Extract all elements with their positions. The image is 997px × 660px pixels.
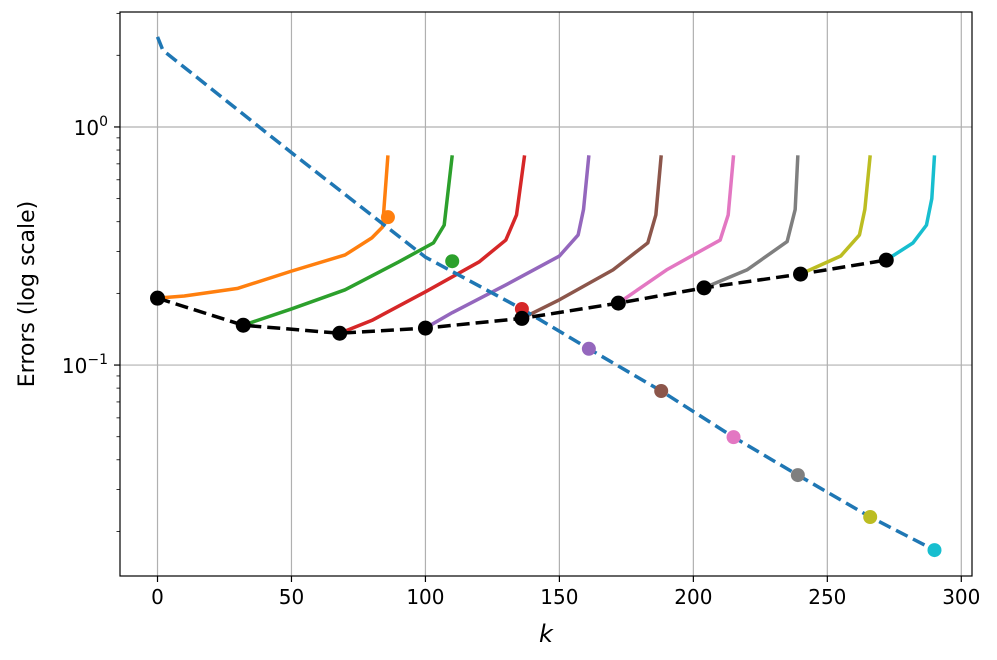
y-tick-label: 100 (74, 114, 108, 140)
x-tick-label: 200 (674, 585, 712, 609)
black-marker (417, 320, 433, 336)
x-tick-label: 50 (279, 585, 304, 609)
black-marker (514, 310, 530, 326)
axes-frame (119, 11, 973, 577)
black-marker (793, 266, 809, 282)
series-marker (790, 468, 805, 483)
series-marker (581, 341, 596, 356)
black-marker (610, 295, 626, 311)
dashed-blue-line (155, 36, 936, 552)
black-marker (150, 290, 166, 306)
x-tick-label: 300 (942, 585, 980, 609)
series-marker (927, 543, 942, 558)
x-axis-label: k (539, 620, 554, 648)
y-axis-label: Errors (log scale) (15, 201, 40, 387)
series-line (703, 155, 800, 290)
series-marker (445, 254, 460, 269)
series-line (799, 155, 872, 276)
series-marker (654, 384, 669, 399)
black-marker (332, 325, 348, 341)
series-line (339, 155, 527, 335)
x-tick-label: 0 (151, 585, 164, 609)
series-line (885, 155, 937, 262)
y-tick-label: 10−1 (62, 352, 108, 378)
black-marker (696, 280, 712, 296)
black-marker (878, 252, 894, 268)
series-line (521, 155, 663, 320)
series-line (242, 155, 454, 327)
x-tick-label: 100 (406, 585, 444, 609)
series-line (424, 155, 591, 330)
series-marker (863, 510, 878, 525)
series-marker (380, 210, 395, 225)
black-marker (235, 317, 251, 333)
x-tick-label: 250 (808, 585, 846, 609)
grid (120, 12, 972, 576)
series-marker (726, 430, 741, 445)
series-line (157, 155, 390, 300)
series-line (617, 155, 736, 305)
plot-area (150, 36, 942, 558)
x-tick-label: 150 (540, 585, 578, 609)
axes: 0 50 100 150 200 250 300 100 10−1 (62, 11, 980, 609)
